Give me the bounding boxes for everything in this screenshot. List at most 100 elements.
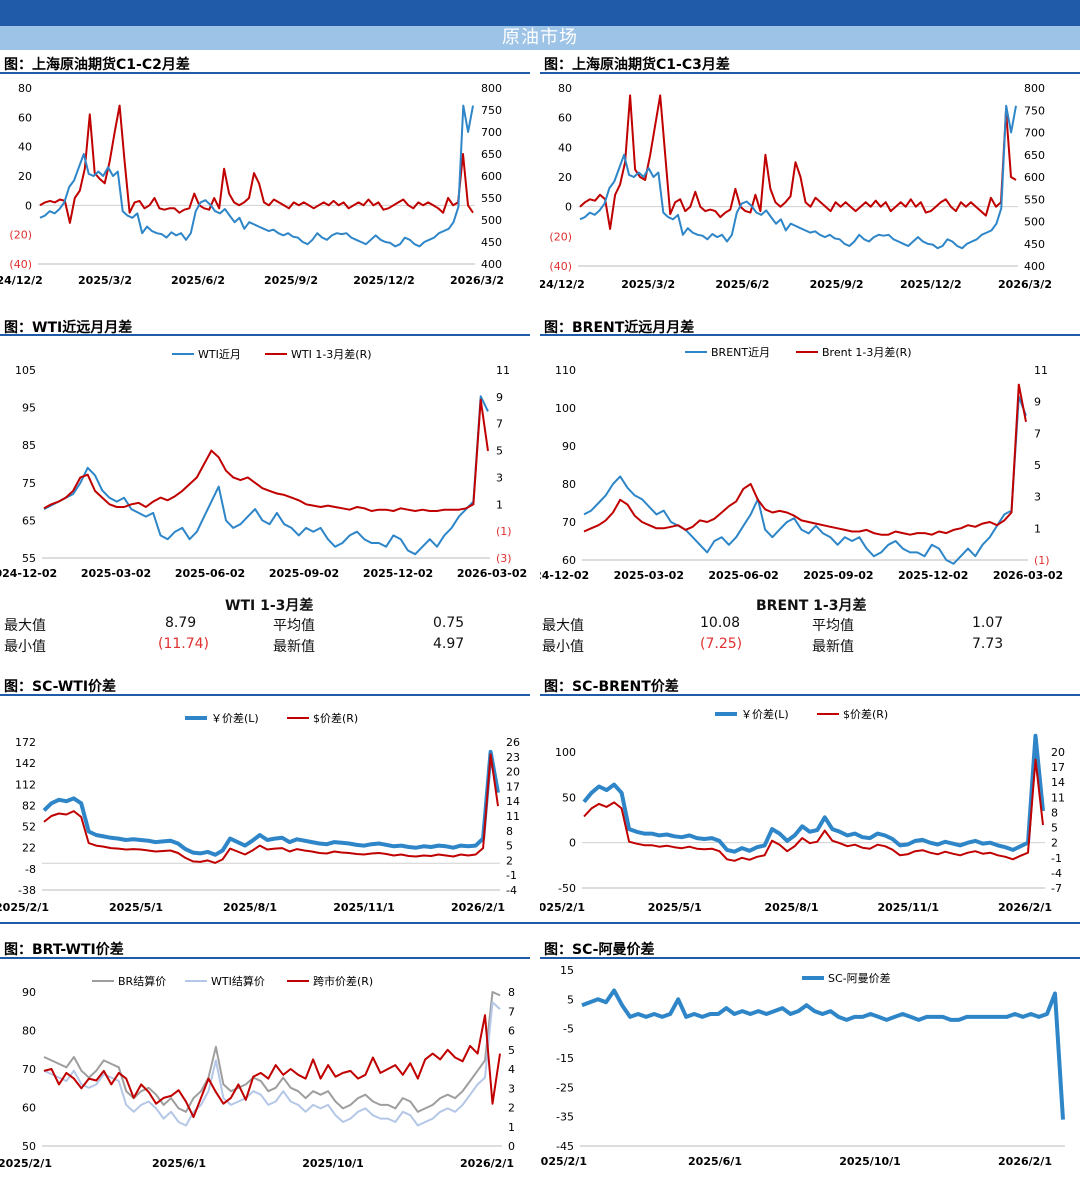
stat-value: 4.97	[433, 636, 465, 652]
x-tick-label: 2025-09-02	[803, 569, 873, 582]
stat-label: 最新值	[273, 639, 315, 655]
x-tick-label: 2025/2/1	[0, 901, 49, 914]
x-tick-label: 2025-06-02	[175, 567, 245, 580]
y2-tick-label: 2	[1051, 837, 1058, 850]
y2-tick-label: 650	[1024, 149, 1045, 162]
y-tick-label: -25	[556, 1081, 574, 1094]
y2-tick-label: 450	[1024, 238, 1045, 251]
y2-tick-label: 26	[506, 736, 520, 749]
x-tick-label: 2025/6/1	[152, 1157, 206, 1170]
x-tick-label: 2025/3/2	[78, 274, 132, 287]
y2-tick-label: 700	[481, 126, 502, 139]
y-tick-label: 15	[560, 964, 574, 977]
divider	[540, 72, 1080, 74]
stat-value: 10.08	[700, 615, 741, 631]
y-tick-label: 70	[22, 1063, 36, 1076]
stat-value: 1.07	[972, 615, 1004, 631]
y-tick-label: 5	[567, 993, 574, 1006]
series-line	[43, 398, 489, 512]
chart-sc-wti: 172142112825222-8-38262320171411852-1-42…	[0, 711, 520, 914]
y-tick-label: 0	[569, 837, 576, 850]
y2-tick-label: 5	[506, 840, 513, 853]
y2-tick-label: 11	[496, 364, 510, 377]
y2-tick-label: -7	[1051, 882, 1062, 895]
y2-tick-label: 5	[508, 1044, 515, 1057]
y2-tick-label: 5	[496, 445, 503, 458]
y2-tick-label: 400	[1024, 260, 1045, 273]
x-tick-label: 2026-03-02	[993, 569, 1063, 582]
series-line	[582, 733, 1045, 854]
y-tick-label: 95	[22, 402, 36, 415]
y-tick-label: 0	[565, 201, 572, 214]
y-tick-label: 40	[558, 141, 572, 154]
y2-tick-label: 14	[506, 795, 520, 808]
y2-tick-label: 17	[1051, 761, 1065, 774]
y2-tick-label: 550	[1024, 193, 1045, 206]
series-line	[43, 1014, 501, 1119]
stat-value: 8.79	[165, 615, 197, 631]
x-tick-label: 2025/11/1	[333, 901, 395, 914]
x-tick-label: 2026/2/1	[998, 1155, 1052, 1168]
series-line	[42, 749, 500, 857]
y-tick-label: 60	[18, 111, 32, 124]
x-tick-label: 2025/11/1	[877, 901, 939, 914]
y-tick-label: (40)	[9, 258, 32, 271]
y2-tick-label: 8	[506, 825, 513, 838]
x-tick-label: 2025/12/2	[353, 274, 415, 287]
panel-title-c8: 图：SC-阿曼价差	[544, 942, 655, 958]
y2-tick-label: 1	[1034, 522, 1041, 535]
series-line	[43, 1001, 501, 1127]
series-line	[579, 94, 1017, 230]
y-tick-label: 90	[562, 440, 576, 453]
y-tick-label: -8	[25, 863, 36, 876]
y-tick-label: 80	[18, 82, 32, 95]
x-tick-label: 2025/5/1	[109, 901, 163, 914]
y-tick-label: 60	[22, 1102, 36, 1115]
series-line	[581, 988, 1065, 1120]
y2-tick-label: (1)	[496, 525, 512, 538]
y2-tick-label: 9	[496, 391, 503, 404]
chart-sc-brent: 100 50 0 -50 20 17 14 11 8 5 2 -1 -4 -7 2025/2/1 2025/5…	[540, 707, 1065, 914]
stat-value: (11.74)	[158, 636, 210, 652]
x-tick-label: 2025/5/1	[648, 901, 702, 914]
x-tick-label: 2025/3/2	[621, 278, 675, 291]
x-tick-label: 2024/12/2	[540, 278, 585, 291]
x-tick-label: 2025/12/2	[900, 278, 962, 291]
y2-tick-label: 11	[506, 810, 520, 823]
x-tick-label: 2025/9/2	[264, 274, 318, 287]
series-line	[583, 395, 1027, 565]
y-tick-label: 50	[562, 791, 576, 804]
series-line	[43, 395, 489, 556]
y2-tick-label: 600	[481, 170, 502, 183]
legend-label: $价差(R)	[843, 707, 888, 721]
legend-label: BR结算价	[118, 974, 166, 988]
y2-tick-label: 650	[481, 148, 502, 161]
y-tick-label: -35	[556, 1111, 574, 1124]
series-line	[43, 991, 501, 1113]
y-tick-label: (20)	[9, 229, 32, 242]
x-tick-label: 2025/6/1	[688, 1155, 742, 1168]
x-tick-label: 2025-03-02	[81, 567, 151, 580]
y2-tick-label: -1	[506, 869, 517, 882]
top-band	[0, 0, 1080, 26]
series-line	[583, 383, 1027, 536]
series-line	[579, 104, 1017, 250]
stat-label: 平均值	[812, 618, 854, 634]
stat-label: 最小值	[542, 639, 584, 655]
y-tick-label: -5	[563, 1023, 574, 1036]
y-tick-label: 60	[558, 112, 572, 125]
y2-tick-label: 800	[1024, 82, 1045, 95]
y2-tick-label: 20	[1051, 746, 1065, 759]
stat-label: 最新值	[812, 639, 854, 655]
x-tick-label: 2024-12-02	[0, 567, 57, 580]
divider	[0, 334, 530, 336]
y2-tick-label: 23	[506, 751, 520, 764]
x-tick-label: 2026/3/2	[450, 274, 504, 287]
panel-title-c5: 图：SC-WTI价差	[4, 679, 117, 695]
y2-tick-label: 5	[1051, 822, 1058, 835]
y2-tick-label: 20	[506, 766, 520, 779]
divider	[540, 334, 1080, 336]
y-tick-label: 20	[558, 171, 572, 184]
legend-label: $价差(R)	[313, 711, 358, 725]
series-line	[39, 104, 474, 224]
